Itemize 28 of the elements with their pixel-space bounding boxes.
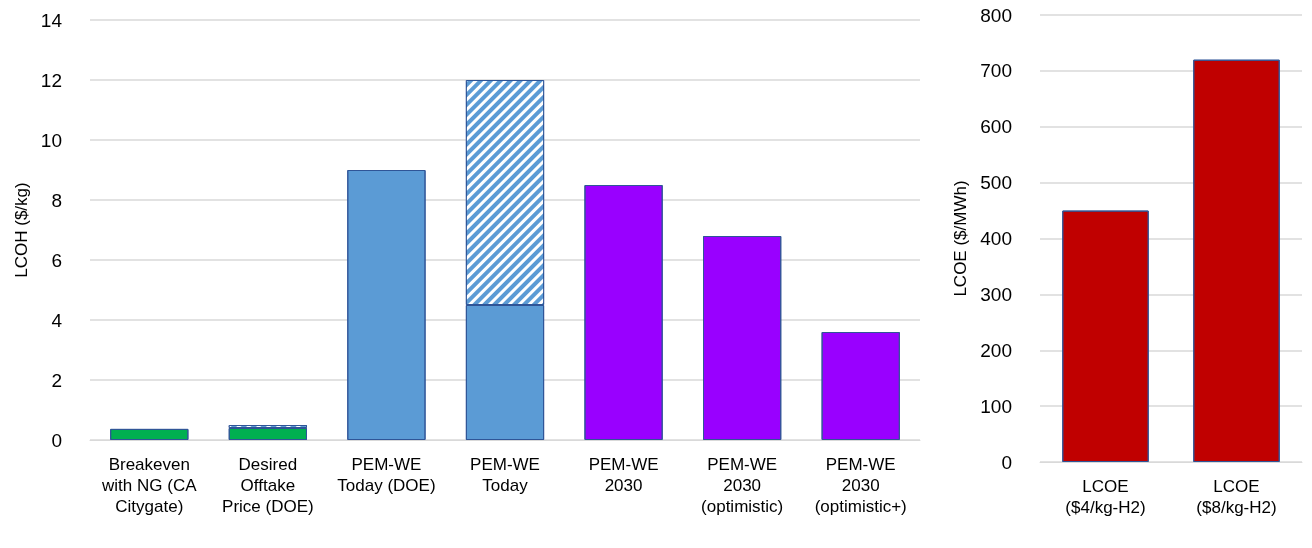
y-tick-label: 700: [980, 60, 1012, 82]
x-tick-label: PEM-WE 2030 (optimistic+): [814, 455, 907, 516]
y-tick-label: 300: [980, 283, 1012, 305]
y-tick-label: 8: [51, 189, 62, 211]
x-tick-label: PEM-WE Today: [470, 455, 540, 495]
y-tick-label: 800: [980, 4, 1012, 26]
x-tick-label: PEM-WE Today (DOE): [337, 455, 436, 495]
x-tick-label: Breakeven with NG (CA Citygate): [101, 455, 198, 516]
x-tick-label: Desired Offtake Price (DOE): [222, 455, 314, 516]
x-tick-label: LCOE ($8/kg-H2): [1196, 477, 1277, 517]
y-tick-label: 200: [980, 339, 1012, 361]
y-tick-label: 400: [980, 228, 1012, 249]
y-axis-title: LCOE ($/MWh): [951, 180, 971, 297]
y-tick-label: 0: [1001, 451, 1012, 473]
y-tick-label: 100: [980, 395, 1012, 417]
y-tick-label: 0: [51, 429, 62, 451]
y-tick-label: 500: [980, 172, 1012, 194]
y-axis-title: LCOH ($/kg): [11, 182, 31, 278]
y-tick-label: 10: [40, 129, 62, 151]
y-tick-label: 14: [40, 9, 63, 31]
y-tick-label: 600: [980, 116, 1012, 138]
y-tick-label: 12: [40, 69, 62, 91]
y-tick-label: 4: [51, 309, 63, 331]
x-tick-label: PEM-WE 2030: [588, 455, 659, 495]
y-tick-label: 6: [51, 249, 62, 271]
x-tick-label: LCOE ($4/kg-H2): [1065, 477, 1146, 517]
y-tick-label: 2: [51, 369, 62, 391]
x-tick-label: PEM-WE 2030 (optimistic): [701, 455, 784, 516]
